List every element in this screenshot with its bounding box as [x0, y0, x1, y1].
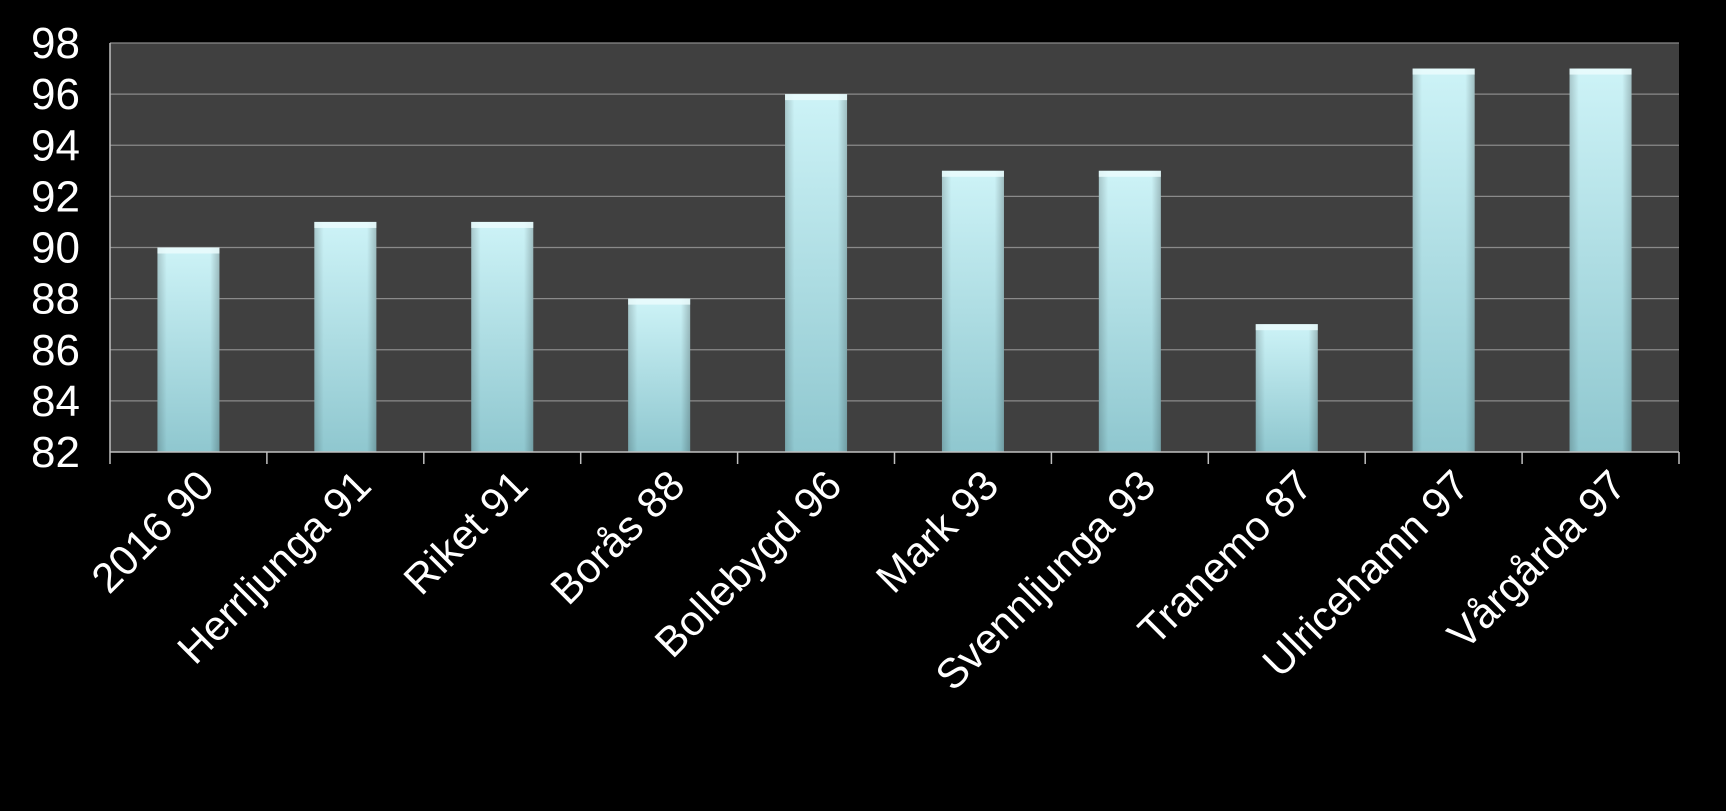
y-tick-label: 88: [31, 275, 80, 324]
bar: [1098, 170, 1161, 452]
y-tick-label: 90: [31, 224, 80, 273]
bar: [1255, 324, 1318, 452]
x-tick-label: Borås 88: [541, 461, 693, 613]
bar: [628, 298, 691, 452]
bar: [1569, 68, 1632, 452]
x-tick-label: Mark 93: [867, 461, 1008, 602]
y-tick-label: 86: [31, 326, 80, 375]
bar: [785, 94, 848, 452]
bar: [314, 221, 377, 452]
y-tick-label: 94: [31, 121, 80, 170]
y-tick-label: 84: [31, 377, 80, 426]
y-tick-label: 98: [31, 19, 80, 68]
bar: [941, 170, 1004, 452]
bar: [1412, 68, 1475, 452]
y-tick-label: 92: [31, 172, 80, 221]
bars: [157, 68, 1632, 452]
bar: [157, 247, 220, 452]
y-tick-label: 82: [31, 428, 80, 477]
y-tick-label: 96: [31, 70, 80, 119]
bar: [471, 221, 534, 452]
x-tick-label: Riket 91: [394, 461, 536, 603]
axes: [109, 43, 1680, 464]
x-tick-label: 2016 90: [82, 461, 223, 602]
